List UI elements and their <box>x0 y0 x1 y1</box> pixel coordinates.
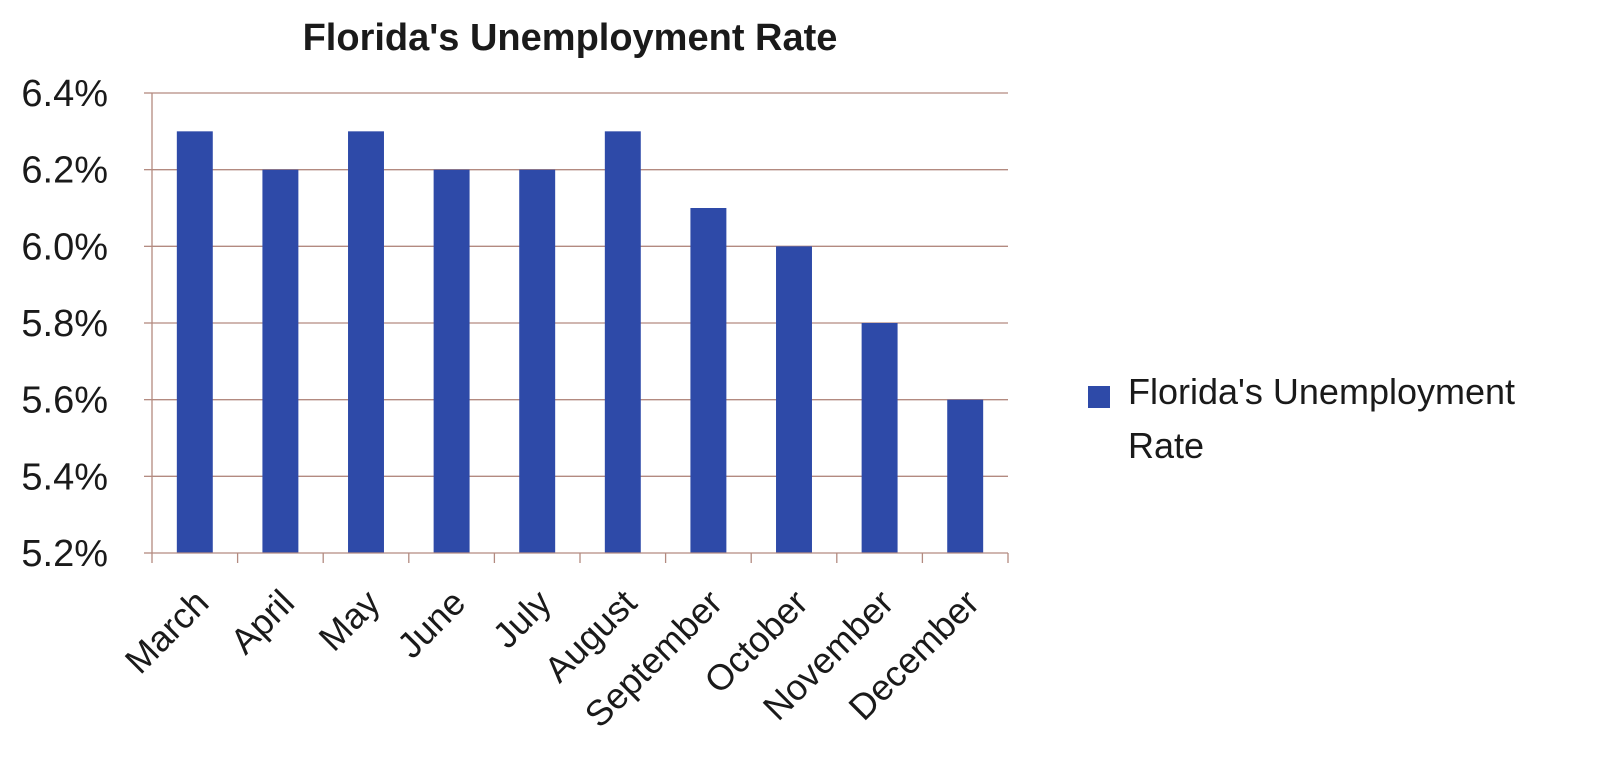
legend-label-line-2: Rate <box>1128 425 1204 466</box>
y-tick-label: 5.4% <box>21 456 108 498</box>
x-tick-label: March <box>117 582 217 682</box>
y-tick-label: 5.2% <box>21 533 108 575</box>
y-tick-label: 6.2% <box>21 150 108 192</box>
chart-title: Florida's Unemployment Rate <box>303 17 838 59</box>
bar-november <box>861 323 898 553</box>
bar-may <box>348 131 384 554</box>
legend-swatch <box>1088 386 1110 408</box>
y-tick-label: 5.6% <box>21 380 108 422</box>
bar-august <box>604 131 641 554</box>
legend-label-line-1: Florida's Unemployment <box>1128 371 1515 412</box>
y-tick-label: 6.0% <box>21 226 108 268</box>
x-tick-label: May <box>311 582 388 659</box>
bar-december <box>947 399 984 553</box>
bar-march <box>176 131 213 554</box>
bar-april <box>262 169 299 553</box>
legend: Florida's Unemployment Rate <box>1088 371 1515 466</box>
x-tick-label: June <box>389 582 473 666</box>
y-axis-ticks: 5.2% 5.4% 5.6% 5.8% 6.0% 6.2% 6.4% <box>21 73 152 575</box>
bars <box>176 131 984 554</box>
axes <box>151 93 1009 563</box>
x-tick-label: July <box>485 582 559 656</box>
y-tick-label: 5.8% <box>21 303 108 345</box>
bar-september <box>690 208 727 553</box>
y-tick-label: 6.4% <box>21 73 108 115</box>
bar-june <box>433 169 470 553</box>
x-tick-label: April <box>222 582 302 662</box>
bar-july <box>519 169 556 553</box>
x-axis-labels: March April May June JulyAugustSeptemberOcto… <box>117 582 987 736</box>
bar-october <box>776 246 812 554</box>
